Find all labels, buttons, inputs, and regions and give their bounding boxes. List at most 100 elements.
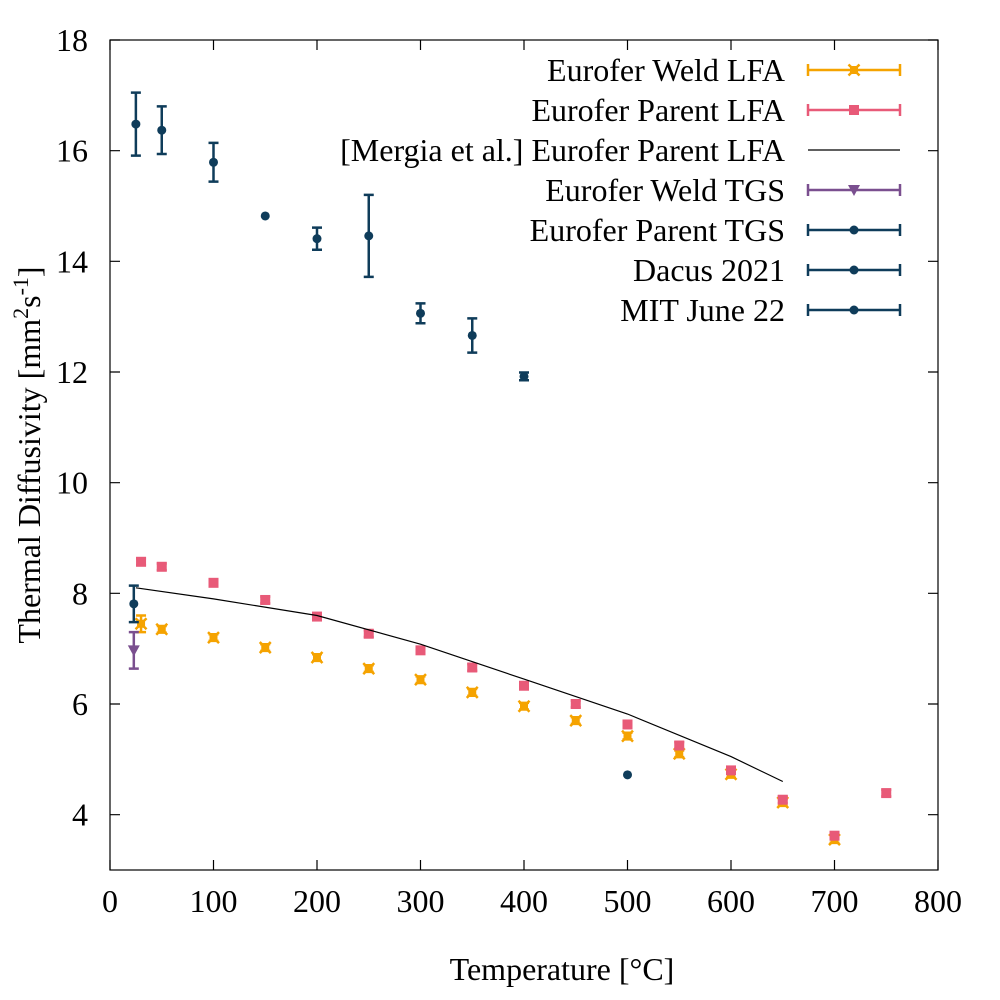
x-tick-label-0: 0	[102, 883, 118, 919]
x-axis-title: Temperature [°C]	[450, 951, 675, 987]
series-0-point-1	[155, 622, 169, 636]
series-0-point-3-cross	[258, 641, 272, 654]
axis-ticks: 0 100 200 300 400 500 600 700 800 4 6 8 10 12 14 16 18	[56, 22, 962, 919]
y-axis-title-main: Thermal Diffusivity [mm	[11, 319, 47, 644]
series-0-point-8	[517, 699, 531, 713]
legend-entry-6: MIT June 22	[620, 292, 902, 328]
legend: Eurofer Weld LFA Eurofer Parent LFA [Mergi…	[340, 52, 902, 328]
legend-entry-5: Dacus 2021	[633, 252, 902, 288]
legend-label-0: Eurofer Weld LFA	[547, 52, 785, 88]
y-tick-label-4: 12	[56, 354, 88, 390]
x-tick-label-6: 600	[707, 883, 755, 919]
series-1-point-6	[415, 645, 426, 656]
series-1-point-4	[312, 611, 322, 622]
legend-marker-0-cross	[847, 63, 861, 77]
y-axis-title-end: ]	[11, 266, 47, 277]
y-axis-title: Thermal Diffusivity [mm2s-1]	[8, 266, 47, 643]
x-tick-label-2: 200	[293, 883, 341, 919]
series-1-point-0	[136, 556, 147, 567]
series-0-point-4	[310, 651, 324, 664]
legend-marker-0	[847, 63, 861, 77]
legend-marker-4	[849, 225, 859, 235]
series-2	[135, 587, 784, 783]
series-1-point-9	[570, 699, 581, 709]
series-3	[127, 630, 140, 670]
series-1-point-7	[467, 662, 478, 673]
x-tick-label-8: 800	[914, 883, 962, 919]
series-1-point-13	[777, 794, 788, 805]
x-tick-label-1: 100	[190, 883, 238, 919]
legend-entry-3: Eurofer Weld TGS	[545, 172, 902, 208]
x-tick-label-7: 700	[811, 883, 859, 919]
legend-label-6: MIT June 22	[620, 292, 785, 328]
series-0-point-5	[362, 662, 376, 675]
series-1-point-1	[156, 561, 167, 572]
series-4-point-0	[129, 599, 139, 609]
series-0-point-2-cross	[207, 631, 220, 644]
series-1-point-8	[519, 680, 529, 691]
series-0-point-0-cross	[134, 617, 148, 631]
series-3-point-0	[127, 645, 140, 657]
series-0-point-0	[134, 617, 148, 631]
y-tick-label-7: 18	[56, 22, 88, 58]
y-tick-label-3: 10	[56, 465, 88, 501]
series-0-point-6	[414, 673, 427, 687]
series-5-point-5	[364, 231, 374, 241]
y-axis-title-sup2: -1	[8, 277, 33, 295]
series-0-point-1-cross	[155, 622, 169, 636]
series-5-point-1	[157, 125, 167, 135]
series-1-point-2	[208, 577, 219, 588]
series-0-point-9	[569, 714, 583, 727]
series-5-point-6	[416, 308, 425, 318]
legend-entry-4: Eurofer Parent TGS	[530, 212, 902, 248]
series-6	[623, 770, 632, 780]
series-0-point-6-cross	[414, 673, 427, 687]
y-tick-label-1: 6	[72, 686, 88, 722]
legend-label-2: [Mergia et al.] Eurofer Parent LFA	[340, 132, 785, 168]
series-0-point-2	[207, 631, 220, 644]
legend-entry-2: [Mergia et al.] Eurofer Parent LFA	[340, 132, 900, 168]
legend-marker-6	[849, 305, 859, 315]
series-0-point-7-cross	[465, 685, 479, 699]
series-5	[130, 91, 529, 382]
series-5-point-3	[260, 211, 270, 221]
legend-label-4: Eurofer Parent TGS	[530, 212, 785, 248]
series-1	[136, 556, 892, 841]
series-1-point-15	[881, 788, 892, 799]
y-axis-title-mid: s	[11, 295, 47, 307]
series-5-point-7	[467, 330, 477, 340]
series-0-point-3	[258, 641, 272, 654]
legend-entry-1: Eurofer Parent LFA	[531, 92, 902, 128]
series-1-point-14	[829, 830, 840, 841]
legend-label-5: Dacus 2021	[633, 252, 785, 288]
legend-marker-3	[848, 185, 860, 196]
x-tick-label-5: 500	[604, 883, 652, 919]
y-tick-label-0: 4	[72, 797, 88, 833]
legend-entry-0: Eurofer Weld LFA	[547, 52, 902, 88]
legend-label-3: Eurofer Weld TGS	[545, 172, 785, 208]
series-4	[128, 584, 139, 624]
series-0-point-7	[465, 685, 479, 699]
y-axis-title-sup1: 2	[8, 308, 33, 319]
series-0-point-10	[621, 729, 634, 743]
legend-marker-5	[849, 265, 859, 275]
series-0-point-4-cross	[310, 651, 324, 664]
y-tick-label-2: 8	[72, 575, 88, 611]
series-1-point-5	[363, 628, 374, 639]
series-0-point-9-cross	[569, 714, 583, 727]
series-1-point-3	[260, 594, 271, 605]
y-tick-label-6: 16	[56, 133, 88, 169]
y-tick-label-5: 14	[56, 243, 88, 279]
series-0-point-8-cross	[517, 699, 531, 713]
series-5-point-8	[519, 371, 529, 381]
series-5-point-0	[131, 119, 141, 129]
series-0-point-10-cross	[621, 729, 634, 743]
legend-marker-1	[849, 105, 859, 115]
plot-marks	[127, 91, 892, 846]
x-tick-label-4: 400	[500, 883, 548, 919]
series-1-point-10	[622, 719, 633, 730]
series-5-point-2	[209, 157, 218, 167]
series-6-point-0	[623, 770, 632, 780]
series-2-line	[135, 587, 784, 783]
